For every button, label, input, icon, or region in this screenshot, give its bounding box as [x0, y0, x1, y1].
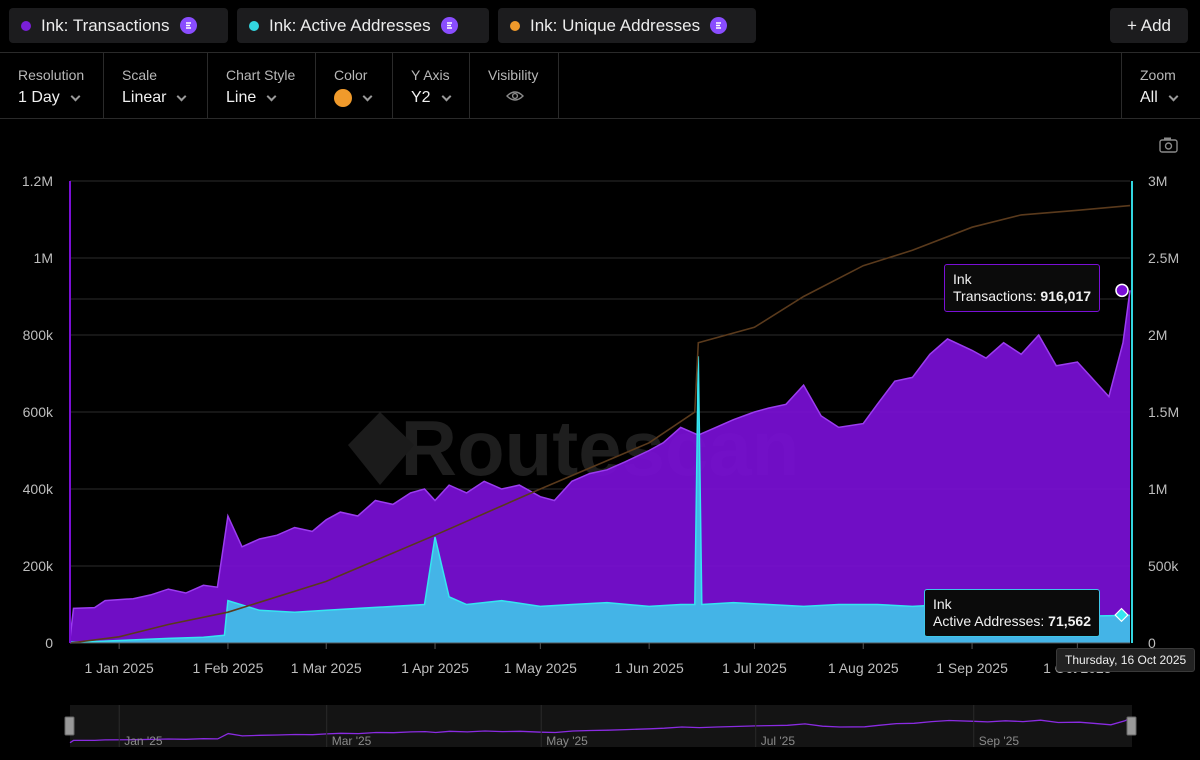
tooltip-label: Transactions:	[953, 288, 1037, 304]
tooltip-series-name: Ink	[953, 271, 972, 287]
transactions-marker	[1115, 283, 1129, 298]
series-color-dot	[510, 20, 520, 31]
visibility-label: Visibility	[488, 67, 539, 83]
chevron-down-icon	[70, 91, 81, 101]
y-left-tick-label: 1M	[34, 250, 53, 266]
active-addresses-tooltip: Ink Active Addresses: 71,562	[924, 589, 1100, 637]
x-tick-label: 1 Jul 2025	[722, 660, 787, 676]
navigator-tick-label: Jan '25	[124, 734, 163, 748]
chart-style-label: Chart Style	[226, 67, 296, 83]
resolution-value: 1 Day	[18, 89, 60, 106]
tooltip-series-name: Ink	[933, 596, 952, 612]
chevron-down-icon	[441, 91, 452, 101]
ink-chain-icon	[179, 17, 197, 34]
series-line-unique-addresses	[69, 204, 1131, 644]
navigator-handle-right[interactable]	[1126, 716, 1137, 736]
navigator-tick-label: Jul '25	[761, 734, 796, 748]
series-tab-label: Ink: Transactions	[41, 15, 170, 35]
active-addresses-marker	[1114, 607, 1129, 623]
y-left-tick-label: 400k	[23, 481, 54, 497]
chart-axes: 0 200k 400k 600k 800k 1M 1.2M 0 500k 1M 1.5M 2M 2.5M…	[22, 173, 1179, 676]
y-right-tick-label: 2M	[1148, 327, 1167, 343]
series-tab-label: Ink: Unique Addresses	[530, 15, 701, 35]
resolution-label: Resolution	[18, 67, 85, 83]
navigator-tick-label: Mar '25	[332, 734, 372, 748]
chevron-down-icon	[362, 91, 373, 101]
scale-value: Linear	[122, 89, 167, 106]
chart-style-select[interactable]: Chart Style Line	[208, 53, 316, 119]
series-tab-unique-addresses[interactable]: Ink: Unique Addresses	[498, 8, 756, 43]
series-color-dot	[21, 20, 31, 31]
x-tick-label: 1 Sep 2025	[936, 660, 1008, 676]
y-left-tick-label: 0	[45, 635, 53, 651]
y-right-tick-label: 0	[1148, 635, 1156, 651]
zoom-select[interactable]: Zoom All	[1121, 53, 1200, 119]
series-color-dot	[249, 20, 259, 31]
x-tick-label: 1 Feb 2025	[193, 660, 264, 676]
camera-icon[interactable]	[1159, 137, 1178, 153]
y-right-tick-label: 1M	[1148, 481, 1167, 497]
tooltip-value: 71,562	[1048, 613, 1091, 629]
chevron-down-icon	[1168, 91, 1179, 101]
chevron-down-icon	[177, 91, 187, 101]
ink-chain-icon	[440, 17, 458, 34]
y-left-tick-label: 1.2M	[22, 173, 53, 189]
navigator-line	[69, 716, 1133, 744]
y-right-tick-label: 1.5M	[1148, 404, 1179, 420]
color-label: Color	[334, 67, 368, 83]
y-right-tick-label: 3M	[1148, 173, 1167, 189]
x-tick-label: 1 Jan 2025	[84, 660, 153, 676]
watermark-logo	[348, 412, 414, 485]
color-swatch	[334, 89, 352, 107]
scale-select[interactable]: Scale Linear	[104, 53, 208, 119]
ink-chain-icon	[710, 17, 728, 34]
series-area-transactions	[70, 290, 1130, 643]
chart-canvas: Routescan 0200k400k600k800k1M1.2M0500k1M…	[22, 137, 1179, 748]
y-axis-value: Y2	[411, 89, 431, 106]
x-tick-label: 1 Apr 2025	[401, 660, 469, 676]
y-right-tick-label: 500k	[1148, 558, 1179, 574]
y-axis-label: Y Axis	[411, 67, 450, 83]
y-left-tick-label: 800k	[23, 327, 54, 343]
scale-label: Scale	[122, 67, 158, 83]
y-left-tick-label: 200k	[23, 558, 54, 574]
visibility-toggle[interactable]: Visibility	[470, 53, 559, 119]
x-tick-label: 1 Aug 2025	[828, 660, 899, 676]
y-axis-select[interactable]: Y Axis Y2	[393, 53, 470, 119]
color-select[interactable]: Color	[316, 53, 393, 119]
tooltip-label: Active Addresses:	[933, 613, 1045, 629]
crosshair-date-label: Thursday, 16 Oct 2025	[1056, 648, 1196, 672]
zoom-value: All	[1140, 89, 1158, 106]
add-series-button[interactable]: + Add	[1110, 8, 1188, 43]
x-tick-label: 1 Jun 2025	[614, 660, 683, 676]
y-right-tick-label: 2.5M	[1148, 250, 1179, 266]
eye-icon	[488, 89, 524, 103]
navigator-tick-label: Sep '25	[979, 734, 1020, 748]
x-tick-label: 1 May 2025	[504, 660, 577, 676]
navigator: Jan '25 Mar '25 May '25 Jul '25 Sep '25	[64, 705, 1137, 748]
x-tick-label: 1 Mar 2025	[291, 660, 362, 676]
resolution-select[interactable]: Resolution 1 Day	[0, 53, 104, 119]
chart-controls: Resolution 1 Day Scale Linear Chart Styl…	[0, 53, 1200, 119]
series-line-active-addresses	[69, 356, 1131, 643]
navigator-background	[70, 705, 1132, 747]
transactions-tooltip: Ink Transactions: 916,017	[944, 264, 1101, 312]
chart-style-value: Line	[226, 89, 257, 106]
series-tab-bar: Ink: Transactions Ink: Active Addresses …	[0, 0, 1200, 53]
series-line-transactions	[69, 290, 1131, 640]
navigator-tick-label: May '25	[546, 734, 588, 748]
zoom-label: Zoom	[1140, 67, 1176, 83]
series-tab-transactions[interactable]: Ink: Transactions	[9, 8, 228, 43]
series-tab-label: Ink: Active Addresses	[269, 15, 431, 35]
y-left-tick-label: 600k	[23, 404, 54, 420]
chevron-down-icon	[266, 91, 277, 101]
navigator-handle-left[interactable]	[64, 716, 75, 736]
series-tab-active-addresses[interactable]: Ink: Active Addresses	[237, 8, 489, 43]
tooltip-value: 916,017	[1040, 288, 1092, 304]
